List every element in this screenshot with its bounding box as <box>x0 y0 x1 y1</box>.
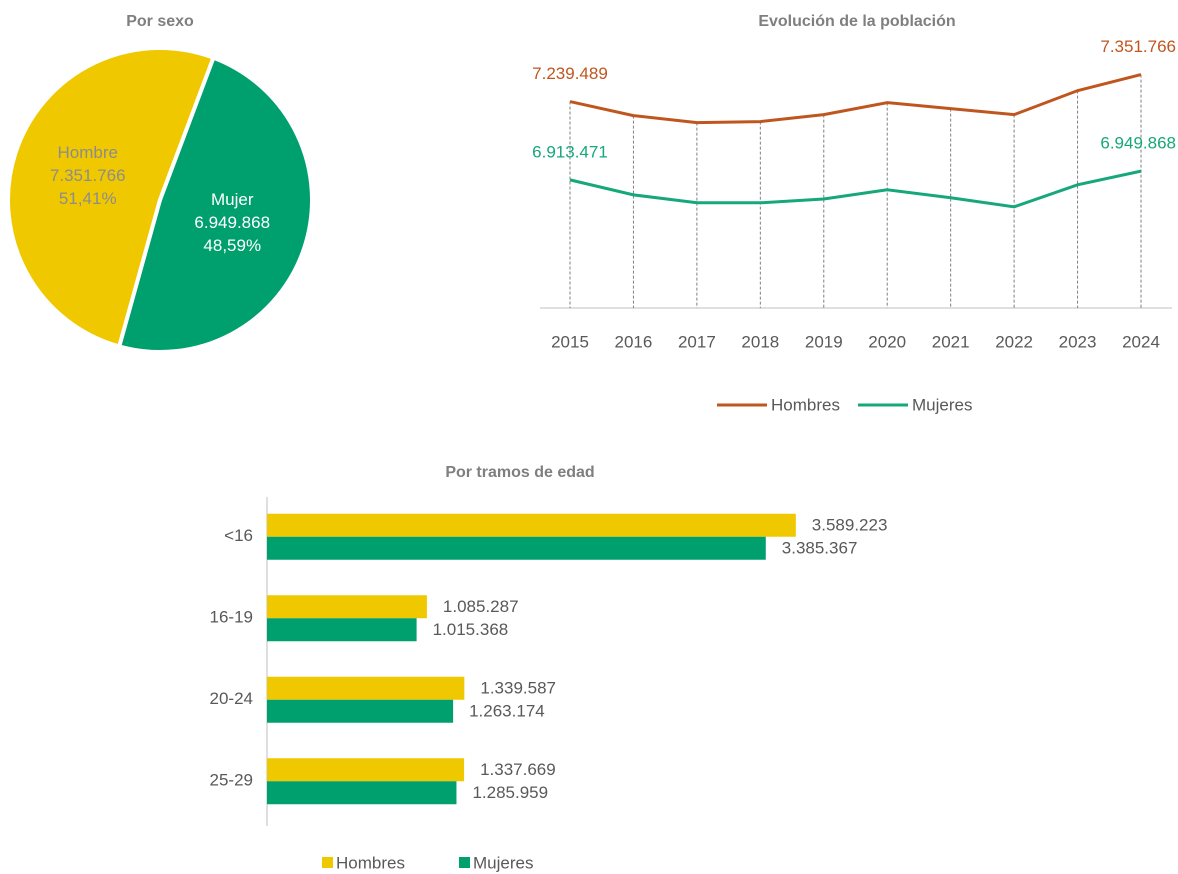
slice-label: Hombre <box>58 143 118 162</box>
bar <box>267 758 465 782</box>
data-label: 1.339.587 <box>480 679 556 698</box>
chart-title: Por tramos de edad <box>445 464 594 481</box>
bar <box>267 536 766 560</box>
legend-label: Hombres <box>771 395 840 414</box>
x-tick-label: 2023 <box>1059 332 1097 351</box>
legend-label: Mujeres <box>473 853 533 872</box>
data-label: 6.949.868 <box>1100 134 1176 153</box>
data-label: 1.015.368 <box>433 620 509 639</box>
slice-label: Mujer <box>211 190 254 209</box>
bar <box>267 618 417 642</box>
bar <box>267 595 427 619</box>
x-tick-label: 2020 <box>868 332 906 351</box>
bar <box>267 699 454 723</box>
bar <box>267 676 465 700</box>
data-label: 7.239.489 <box>532 64 608 83</box>
pie-slice <box>116 55 314 354</box>
data-label: 3.385.367 <box>782 539 858 558</box>
y-tick-label: <16 <box>224 526 253 545</box>
slice-value: 7.351.766 <box>50 166 126 185</box>
data-label: 7.351.766 <box>1100 37 1176 56</box>
chart-title: Evolución de la población <box>758 13 955 30</box>
bar <box>267 513 796 537</box>
x-tick-label: 2016 <box>615 332 653 351</box>
pie-slice <box>6 46 217 349</box>
data-label: 1.337.669 <box>480 760 556 779</box>
y-tick-label: 25-29 <box>210 771 253 790</box>
x-tick-label: 2024 <box>1122 332 1160 351</box>
x-tick-label: 2015 <box>551 332 589 351</box>
x-tick-label: 2017 <box>678 332 716 351</box>
slice-percent: 48,59% <box>203 236 261 255</box>
slice-percent: 51,41% <box>59 189 117 208</box>
bar <box>267 781 457 805</box>
y-tick-label: 20-24 <box>210 689 253 708</box>
chart-title: Por sexo <box>126 13 194 30</box>
data-label: 1.285.959 <box>472 783 548 802</box>
slice-value: 6.949.868 <box>194 213 270 232</box>
y-tick-label: 16-19 <box>210 608 253 627</box>
line-series <box>569 73 1142 125</box>
x-tick-label: 2022 <box>995 332 1033 351</box>
line-series <box>569 169 1142 209</box>
x-tick-label: 2018 <box>741 332 779 351</box>
legend-label: Mujeres <box>912 395 972 414</box>
legend-swatch <box>322 857 333 868</box>
data-label: 1.085.287 <box>443 597 519 616</box>
x-tick-label: 2021 <box>932 332 970 351</box>
data-label: 1.263.174 <box>469 702 545 721</box>
legend-label: Hombres <box>336 853 405 872</box>
data-label: 6.913.471 <box>532 142 608 161</box>
data-label: 3.589.223 <box>812 516 888 535</box>
legend-swatch <box>459 857 470 868</box>
x-tick-label: 2019 <box>805 332 843 351</box>
